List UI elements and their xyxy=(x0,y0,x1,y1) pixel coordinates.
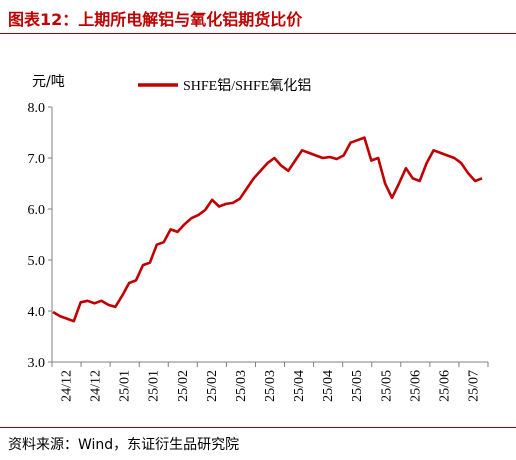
x-tick-label: 25/01 xyxy=(118,370,133,402)
x-tick-label: 25/01 xyxy=(147,370,162,402)
y-tick-label: 8.0 xyxy=(28,101,46,116)
x-tick-label: 25/03 xyxy=(263,370,278,402)
x-tick-label: 25/07 xyxy=(466,370,481,402)
x-tick-label: 24/12 xyxy=(60,370,75,402)
x-axis: 24/12 24/12 25/01 25/01 25/02 25/02 25/03 25/03… xyxy=(51,361,489,402)
y-axis: 元/吨 3.0 4.0 5.0 6.0 7.0 8.0 xyxy=(28,74,65,371)
source-note: 资料来源：Wind，东证衍生品研究院 xyxy=(8,437,240,453)
legend: SHFE铝/SHFE氧化铝 xyxy=(138,78,311,94)
legend-label: SHFE铝/SHFE氧化铝 xyxy=(183,78,311,94)
x-tick-label: 25/02 xyxy=(205,370,220,402)
x-tick-label: 24/12 xyxy=(89,370,104,402)
plot-area xyxy=(52,136,483,323)
x-tick-label: 25/03 xyxy=(234,370,249,402)
x-tick-label: 25/02 xyxy=(176,370,191,402)
y-tick-label: 5.0 xyxy=(28,254,46,269)
x-tick-label: 25/05 xyxy=(379,370,394,402)
x-tick-label: 25/06 xyxy=(408,370,423,402)
y-tick-label: 4.0 xyxy=(28,305,46,320)
x-tick-label: 25/05 xyxy=(350,370,365,402)
y-tick-label: 6.0 xyxy=(28,203,46,218)
figure-title: 图表12：上期所电解铝与氧化铝期货比价 xyxy=(8,10,303,29)
y-tick-label: 7.0 xyxy=(28,152,46,167)
y-tick-label: 3.0 xyxy=(28,356,46,371)
title-rule xyxy=(0,33,516,34)
x-tick-label: 25/04 xyxy=(321,370,336,402)
x-tick-label: 25/06 xyxy=(437,370,452,402)
source-rule xyxy=(0,427,516,428)
series-line xyxy=(52,136,483,323)
x-tick-label: 25/04 xyxy=(292,370,307,402)
y-unit-label: 元/吨 xyxy=(32,74,65,90)
